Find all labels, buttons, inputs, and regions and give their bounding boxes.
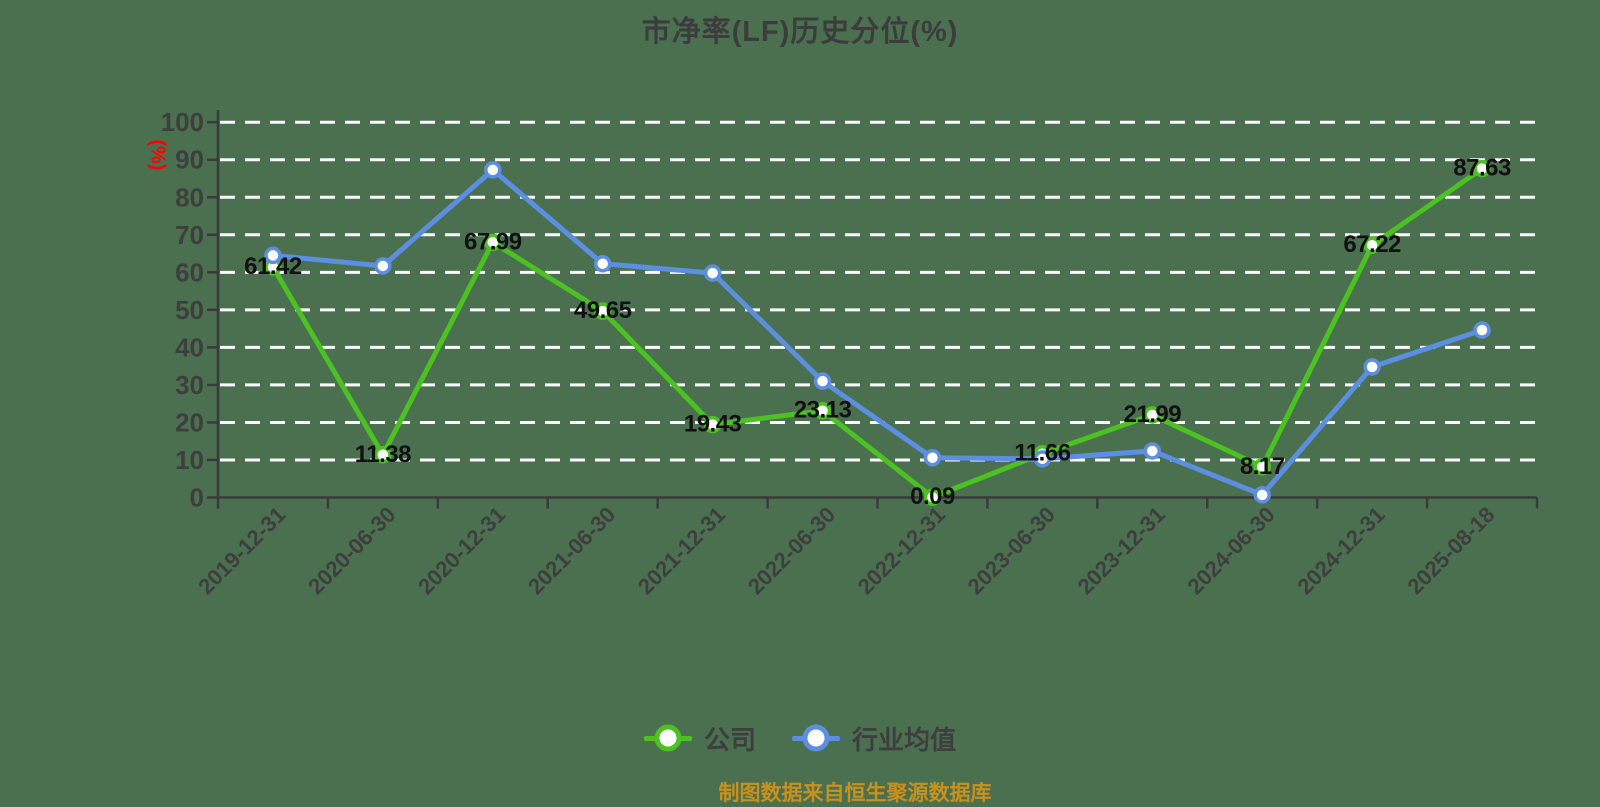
y-axis-tick-label: 100	[161, 107, 204, 137]
company-data-point[interactable]	[484, 233, 502, 252]
industry-data-point[interactable]	[703, 264, 722, 282]
industry-data-point[interactable]	[1363, 358, 1381, 376]
y-axis-tick-label: 90	[175, 145, 204, 175]
value-label: 8.17	[1240, 453, 1285, 480]
value-label: 67.22	[1343, 231, 1401, 258]
value-label: 49.65	[574, 297, 632, 324]
legend-label-company: 公司	[703, 724, 756, 755]
value-label: 61.42	[244, 253, 302, 280]
value-label: 11.66	[1014, 440, 1070, 467]
legend-item-company[interactable]: 公司	[643, 720, 756, 757]
x-axis-label: 2023-06-30	[963, 502, 1060, 599]
industry-data-point[interactable]	[264, 246, 282, 265]
value-label: 23.13	[794, 397, 852, 424]
legend-dot-icon	[802, 724, 830, 752]
legend: 公司 行业均值	[0, 723, 1600, 755]
x-axis-label: 2024-12-31	[1292, 502, 1389, 599]
x-axis-label: 2020-06-30	[303, 502, 400, 599]
industry-data-point[interactable]	[1253, 486, 1271, 504]
value-label: 11.38	[355, 441, 411, 468]
value-label: 19.43	[684, 411, 742, 438]
industry-data-point[interactable]	[1033, 450, 1052, 468]
y-axis-tick-label: 80	[175, 182, 204, 212]
x-axis-label: 2020-12-31	[413, 502, 510, 599]
industry-data-point[interactable]	[1143, 442, 1162, 460]
company-data-point[interactable]	[1363, 236, 1381, 254]
company-data-point[interactable]	[1143, 406, 1162, 424]
industry-series-marker-icon	[792, 724, 840, 752]
y-axis-tick-label: 40	[175, 332, 204, 362]
y-axis-tick-label: 30	[175, 370, 204, 400]
legend-label-industry-average: 行业均值	[852, 724, 957, 755]
x-axis-label: 2023-12-31	[1073, 502, 1170, 599]
company-data-point[interactable]	[703, 415, 722, 434]
industry-data-point[interactable]	[484, 161, 502, 179]
value-label: 21.99	[1124, 401, 1182, 428]
data-source-note: 制图数据来自恒生聚源数据库	[718, 782, 992, 805]
company-series-marker-icon	[643, 724, 692, 752]
company-data-point[interactable]	[374, 446, 392, 464]
y-axis-tick-label: 60	[175, 257, 204, 287]
industry-data-point[interactable]	[1473, 321, 1491, 339]
value-label: 87.63	[1453, 155, 1511, 182]
y-axis-tick-label: 50	[175, 295, 204, 325]
company-data-point[interactable]	[1473, 159, 1491, 178]
x-axis-label: 2025-08-18	[1402, 502, 1499, 599]
company-data-point[interactable]	[1253, 458, 1271, 476]
x-axis-label: 2019-12-31	[193, 502, 290, 599]
company-data-point[interactable]	[593, 302, 612, 320]
company-series-line	[270, 166, 1485, 500]
y-axis-tick-label: 20	[175, 407, 204, 437]
value-label: 67.99	[464, 228, 522, 255]
industry-data-point[interactable]	[593, 254, 612, 273]
industry-data-point[interactable]	[374, 257, 392, 275]
industry-data-point[interactable]	[923, 448, 942, 467]
industry-data-point[interactable]	[813, 372, 832, 390]
x-axis-label: 2022-12-31	[853, 502, 950, 599]
y-axis-tick-label: 0	[190, 483, 204, 513]
legend-dot-icon	[654, 724, 682, 752]
x-axis-label: 2024-06-30	[1182, 502, 1279, 599]
x-axis-label: 2022-06-30	[743, 502, 840, 599]
value-label: 0.09	[910, 483, 955, 510]
x-axis-label: 2021-12-31	[633, 502, 730, 599]
company-data-point[interactable]	[813, 401, 832, 420]
chart-title: 市净率(LF)历史分位(%)	[641, 16, 959, 48]
industry-series-line	[270, 167, 1485, 498]
company-data-point[interactable]	[923, 488, 942, 506]
y-axis-tick-label: 10	[175, 445, 204, 475]
legend-item-industry-average[interactable]: 行业均值	[792, 720, 956, 757]
x-axis-label: 2021-06-30	[523, 502, 620, 599]
y-axis-tick-label: 70	[175, 220, 204, 250]
